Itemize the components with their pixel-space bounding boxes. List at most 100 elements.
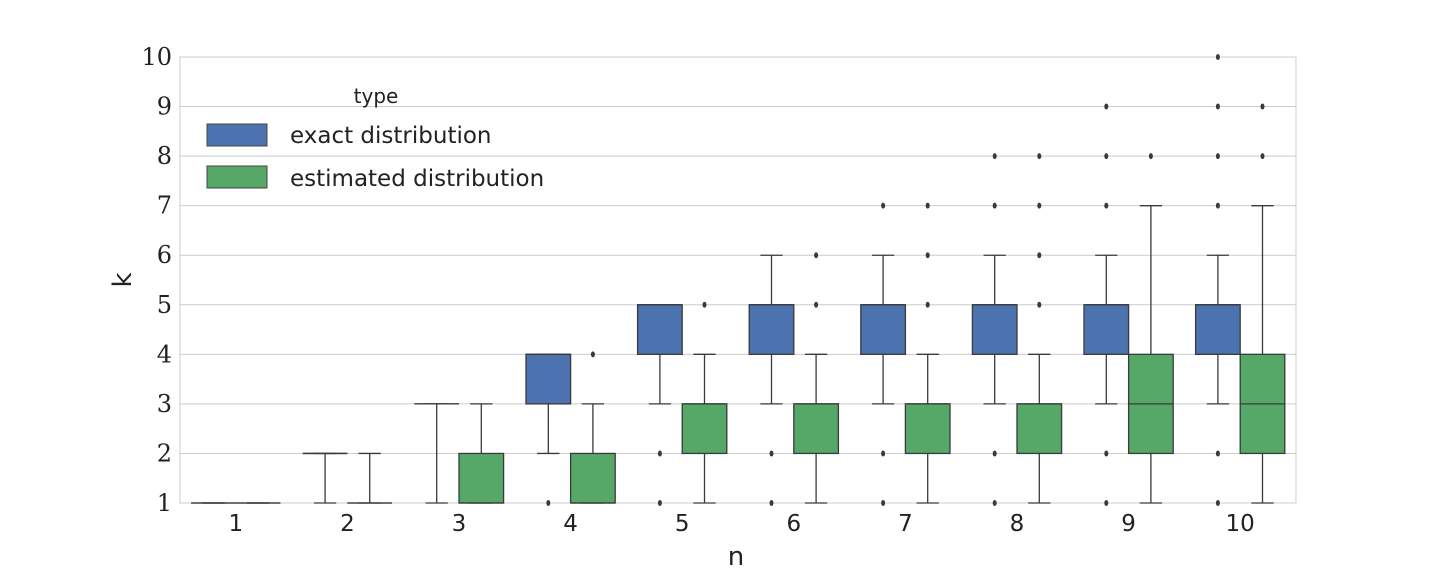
- box-estimated-n8: [1016, 153, 1063, 504]
- box: [681, 403, 728, 455]
- x-tick-label: 7: [898, 511, 913, 537]
- x-tick-label: 8: [1010, 511, 1025, 537]
- box: [860, 304, 907, 355]
- box: [1016, 403, 1063, 455]
- legend-label-estimated: estimated distribution: [290, 166, 544, 192]
- outlier-point: [1148, 153, 1153, 160]
- y-tick-label: 10: [141, 43, 172, 71]
- legend-swatch-exact: [206, 123, 268, 147]
- outlier-point: [1037, 252, 1042, 259]
- box: [1194, 304, 1241, 355]
- outlier-point: [769, 450, 774, 457]
- box-estimated-n4: [569, 351, 616, 504]
- y-axis-label: k: [108, 272, 138, 287]
- box-series: [191, 54, 1286, 506]
- x-tick-label: 5: [675, 511, 690, 537]
- outlier-point: [1260, 153, 1265, 160]
- box: [793, 403, 840, 455]
- gridlines: [180, 106, 1296, 454]
- y-tick-label: 9: [157, 93, 172, 121]
- outlier-point: [814, 301, 819, 308]
- outlier-point: [702, 301, 707, 308]
- legend-label-exact: exact distribution: [290, 123, 492, 149]
- outlier-point: [1104, 153, 1109, 160]
- y-axis-ticks: 1 2 3 4 5 6 7 8 9 10: [141, 43, 172, 517]
- outlier-point: [992, 450, 997, 457]
- outlier-point: [925, 252, 930, 259]
- box-estimated-n7: [904, 202, 951, 504]
- box: [1083, 304, 1130, 355]
- box-exact-n8: [971, 153, 1018, 506]
- x-axis-label: n: [728, 542, 744, 572]
- box-estimated-n9: [1127, 153, 1174, 504]
- x-tick-label: 4: [563, 511, 578, 537]
- x-tick-label: 9: [1121, 511, 1136, 537]
- plot-area: [179, 56, 1297, 504]
- x-axis-ticks: 1 2 3 4 5 6 7 8 9 10: [228, 511, 1254, 537]
- outlier-point: [1215, 202, 1220, 209]
- x-tick-label: 10: [1226, 511, 1255, 537]
- box-estimated-n10: [1239, 103, 1286, 504]
- box: [904, 403, 951, 455]
- y-tick-label: 7: [157, 192, 172, 220]
- outlier-point: [1215, 54, 1220, 60]
- box: [748, 304, 795, 355]
- outlier-point: [881, 500, 886, 506]
- box: [458, 452, 505, 504]
- box-estimated-n3: [458, 403, 505, 504]
- outlier-point: [657, 500, 662, 506]
- outlier-point: [1104, 500, 1109, 506]
- legend: type exact distribution estimated distri…: [206, 84, 544, 192]
- outlier-point: [881, 450, 886, 457]
- box-exact-n9: [1083, 103, 1130, 506]
- outlier-point: [590, 351, 595, 358]
- outlier-point: [1260, 103, 1265, 110]
- box-exact-n7: [860, 202, 907, 506]
- outlier-point: [814, 252, 819, 259]
- outlier-point: [1104, 450, 1109, 457]
- box-exact-n5: [636, 304, 683, 506]
- outlier-point: [881, 202, 886, 209]
- box-exact-n3: [414, 403, 459, 504]
- outlier-point: [1037, 202, 1042, 209]
- y-tick-label: 3: [157, 390, 172, 418]
- outlier-point: [992, 153, 997, 160]
- box: [525, 353, 572, 405]
- outlier-point: [992, 500, 997, 506]
- box-exact-n4: [525, 353, 572, 506]
- box-exact-n6: [748, 254, 795, 506]
- outlier-point: [657, 450, 662, 457]
- outlier-point: [1037, 153, 1042, 160]
- outlier-point: [546, 500, 551, 506]
- y-tick-label: 4: [157, 340, 172, 368]
- box: [569, 452, 616, 504]
- box-estimated-n5: [681, 301, 728, 504]
- x-tick-label: 3: [452, 511, 467, 537]
- box-exact-n10: [1194, 54, 1241, 506]
- x-tick-label: 6: [786, 511, 801, 537]
- outlier-point: [1104, 103, 1109, 110]
- y-tick-label: 8: [157, 142, 172, 170]
- outlier-point: [992, 202, 997, 209]
- legend-title: type: [354, 84, 399, 108]
- box-estimated-n2: [347, 452, 392, 504]
- box-estimated-n6: [793, 252, 840, 504]
- outlier-point: [1215, 103, 1220, 110]
- outlier-point: [1215, 450, 1220, 457]
- box: [636, 304, 683, 355]
- legend-swatch-estimated: [206, 165, 268, 189]
- outlier-point: [769, 500, 774, 506]
- x-tick-label: 1: [228, 511, 243, 537]
- outlier-point: [925, 301, 930, 308]
- outlier-point: [1037, 301, 1042, 308]
- y-tick-label: 5: [157, 291, 172, 319]
- outlier-point: [1215, 153, 1220, 160]
- outlier-point: [1215, 500, 1220, 506]
- box: [971, 304, 1018, 355]
- y-tick-label: 2: [157, 439, 172, 467]
- y-tick-label: 6: [157, 241, 172, 269]
- y-tick-label: 1: [157, 489, 172, 517]
- box-exact-n2: [302, 452, 348, 504]
- outlier-point: [1104, 202, 1109, 209]
